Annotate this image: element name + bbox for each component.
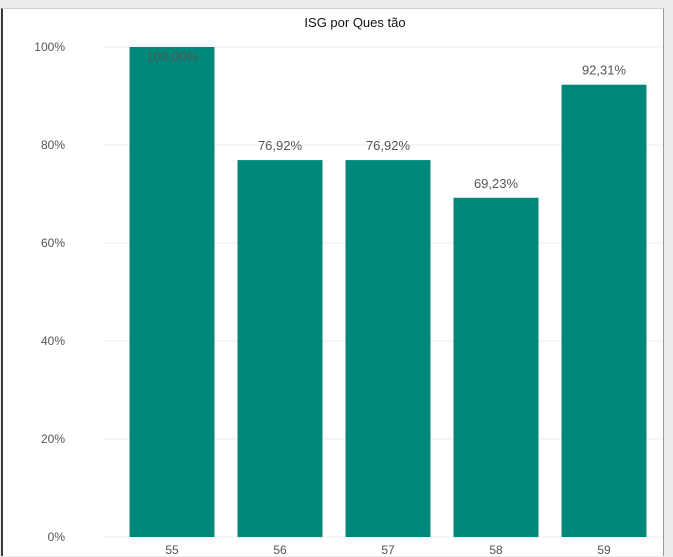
bars bbox=[129, 47, 647, 538]
y-tick-label: 80% bbox=[41, 138, 65, 152]
x-tick-label: 59 bbox=[597, 543, 611, 557]
x-tick-label: 55 bbox=[165, 543, 179, 557]
bar bbox=[561, 84, 647, 537]
bar bbox=[345, 160, 431, 538]
x-tick-label: 58 bbox=[489, 543, 503, 557]
data-label: 100,00% bbox=[146, 49, 198, 64]
bar bbox=[129, 47, 215, 537]
x-tick-label: 57 bbox=[381, 543, 395, 557]
data-label: 76,92% bbox=[366, 138, 411, 153]
y-tick-label: 20% bbox=[41, 432, 65, 446]
chart-title: ISG por Ques tão bbox=[304, 15, 405, 30]
y-axis-ticks: 0% 20% 40% 60% 80% 100% bbox=[34, 40, 65, 544]
data-labels: 100,00% 76,92% 76,92% 69,23% 92,31% bbox=[146, 49, 626, 191]
x-axis-ticks: 55 56 57 58 59 bbox=[165, 543, 611, 557]
data-label: 69,23% bbox=[474, 176, 519, 191]
bar bbox=[237, 160, 323, 538]
bar-chart: 0% 20% 40% 60% 80% 100% 100,00% 76,92% 76,92% 69… bbox=[34, 15, 663, 557]
chart-panel: 0% 20% 40% 60% 80% 100% 100,00% 76,92% 76,92% 69… bbox=[1, 8, 664, 557]
data-label: 76,92% bbox=[258, 138, 303, 153]
y-tick-label: 0% bbox=[48, 530, 66, 544]
y-tick-label: 60% bbox=[41, 236, 65, 250]
data-label: 92,31% bbox=[582, 63, 627, 78]
x-tick-label: 56 bbox=[273, 543, 287, 557]
bar bbox=[453, 197, 539, 537]
y-tick-label: 40% bbox=[41, 334, 65, 348]
y-tick-label: 100% bbox=[34, 40, 65, 54]
